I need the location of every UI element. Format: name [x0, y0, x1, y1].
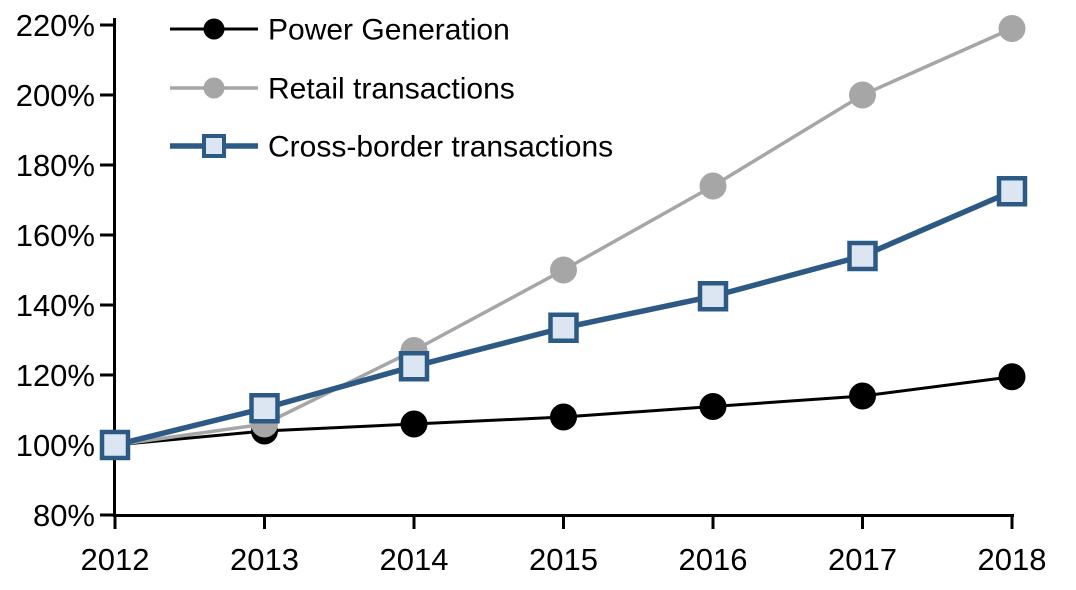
data-point-circle [699, 393, 727, 420]
x-axis-tick-label: 2018 [978, 542, 1047, 577]
x-axis-tick-label: 2013 [230, 542, 299, 577]
data-point-square [697, 281, 729, 312]
series-power-generation [101, 363, 1026, 459]
data-point-circle [550, 256, 577, 284]
data-point-circle [550, 403, 577, 431]
legend-marker-circle-icon [203, 18, 225, 40]
legend-label: Power Generation [268, 14, 510, 47]
y-axis-tick-label: 200% [16, 78, 95, 113]
legend-marker-circle-icon [203, 77, 225, 99]
data-point-circle [400, 410, 428, 438]
y-axis-tick-label: 120% [16, 358, 95, 393]
data-point-circle [849, 81, 876, 109]
data-point-square [548, 312, 579, 343]
y-axis-tick-label: 180% [16, 148, 95, 183]
legend-marker-square-icon [202, 134, 226, 158]
data-point-square [996, 176, 1028, 207]
series-cross-border-transactions [99, 176, 1028, 461]
x-axis-tick-label: 2014 [380, 542, 449, 577]
x-axis-tick-label: 2012 [81, 542, 150, 577]
legend-label: Cross-border transactions [268, 131, 613, 164]
legend-item-retail-transactions: Retail transactions [170, 73, 515, 106]
legend-label: Retail transactions [268, 73, 515, 106]
y-axis-tick-label: 100% [16, 428, 95, 463]
legend-item-cross-border-transactions: Cross-border transactions [170, 131, 613, 164]
y-axis-tick-label: 80% [33, 498, 95, 533]
legend-item-power-generation: Power Generation [170, 14, 510, 47]
y-axis-tick-label: 160% [16, 218, 95, 253]
x-axis-tick-label: 2015 [529, 542, 598, 577]
y-axis-tick-label: 220% [16, 8, 95, 43]
data-point-square [847, 240, 878, 272]
x-axis-tick-label: 2016 [679, 542, 748, 577]
data-point-circle [998, 363, 1026, 391]
data-point-circle [849, 382, 876, 410]
data-point-square [398, 351, 430, 382]
legend: Power Generation Retail transactions Cross… [170, 14, 613, 164]
data-point-square [99, 429, 131, 461]
y-axis-tick-label: 140% [16, 288, 95, 323]
data-point-circle [699, 172, 727, 200]
data-point-square [249, 393, 280, 424]
axes: 80% 100% 120% 140% 160% 180% 200% 220% 2012 2013 2… [16, 8, 1047, 577]
x-axis-tick-label: 2017 [828, 542, 897, 577]
series-line [114, 26, 1013, 447]
data-point-circle [998, 15, 1026, 42]
